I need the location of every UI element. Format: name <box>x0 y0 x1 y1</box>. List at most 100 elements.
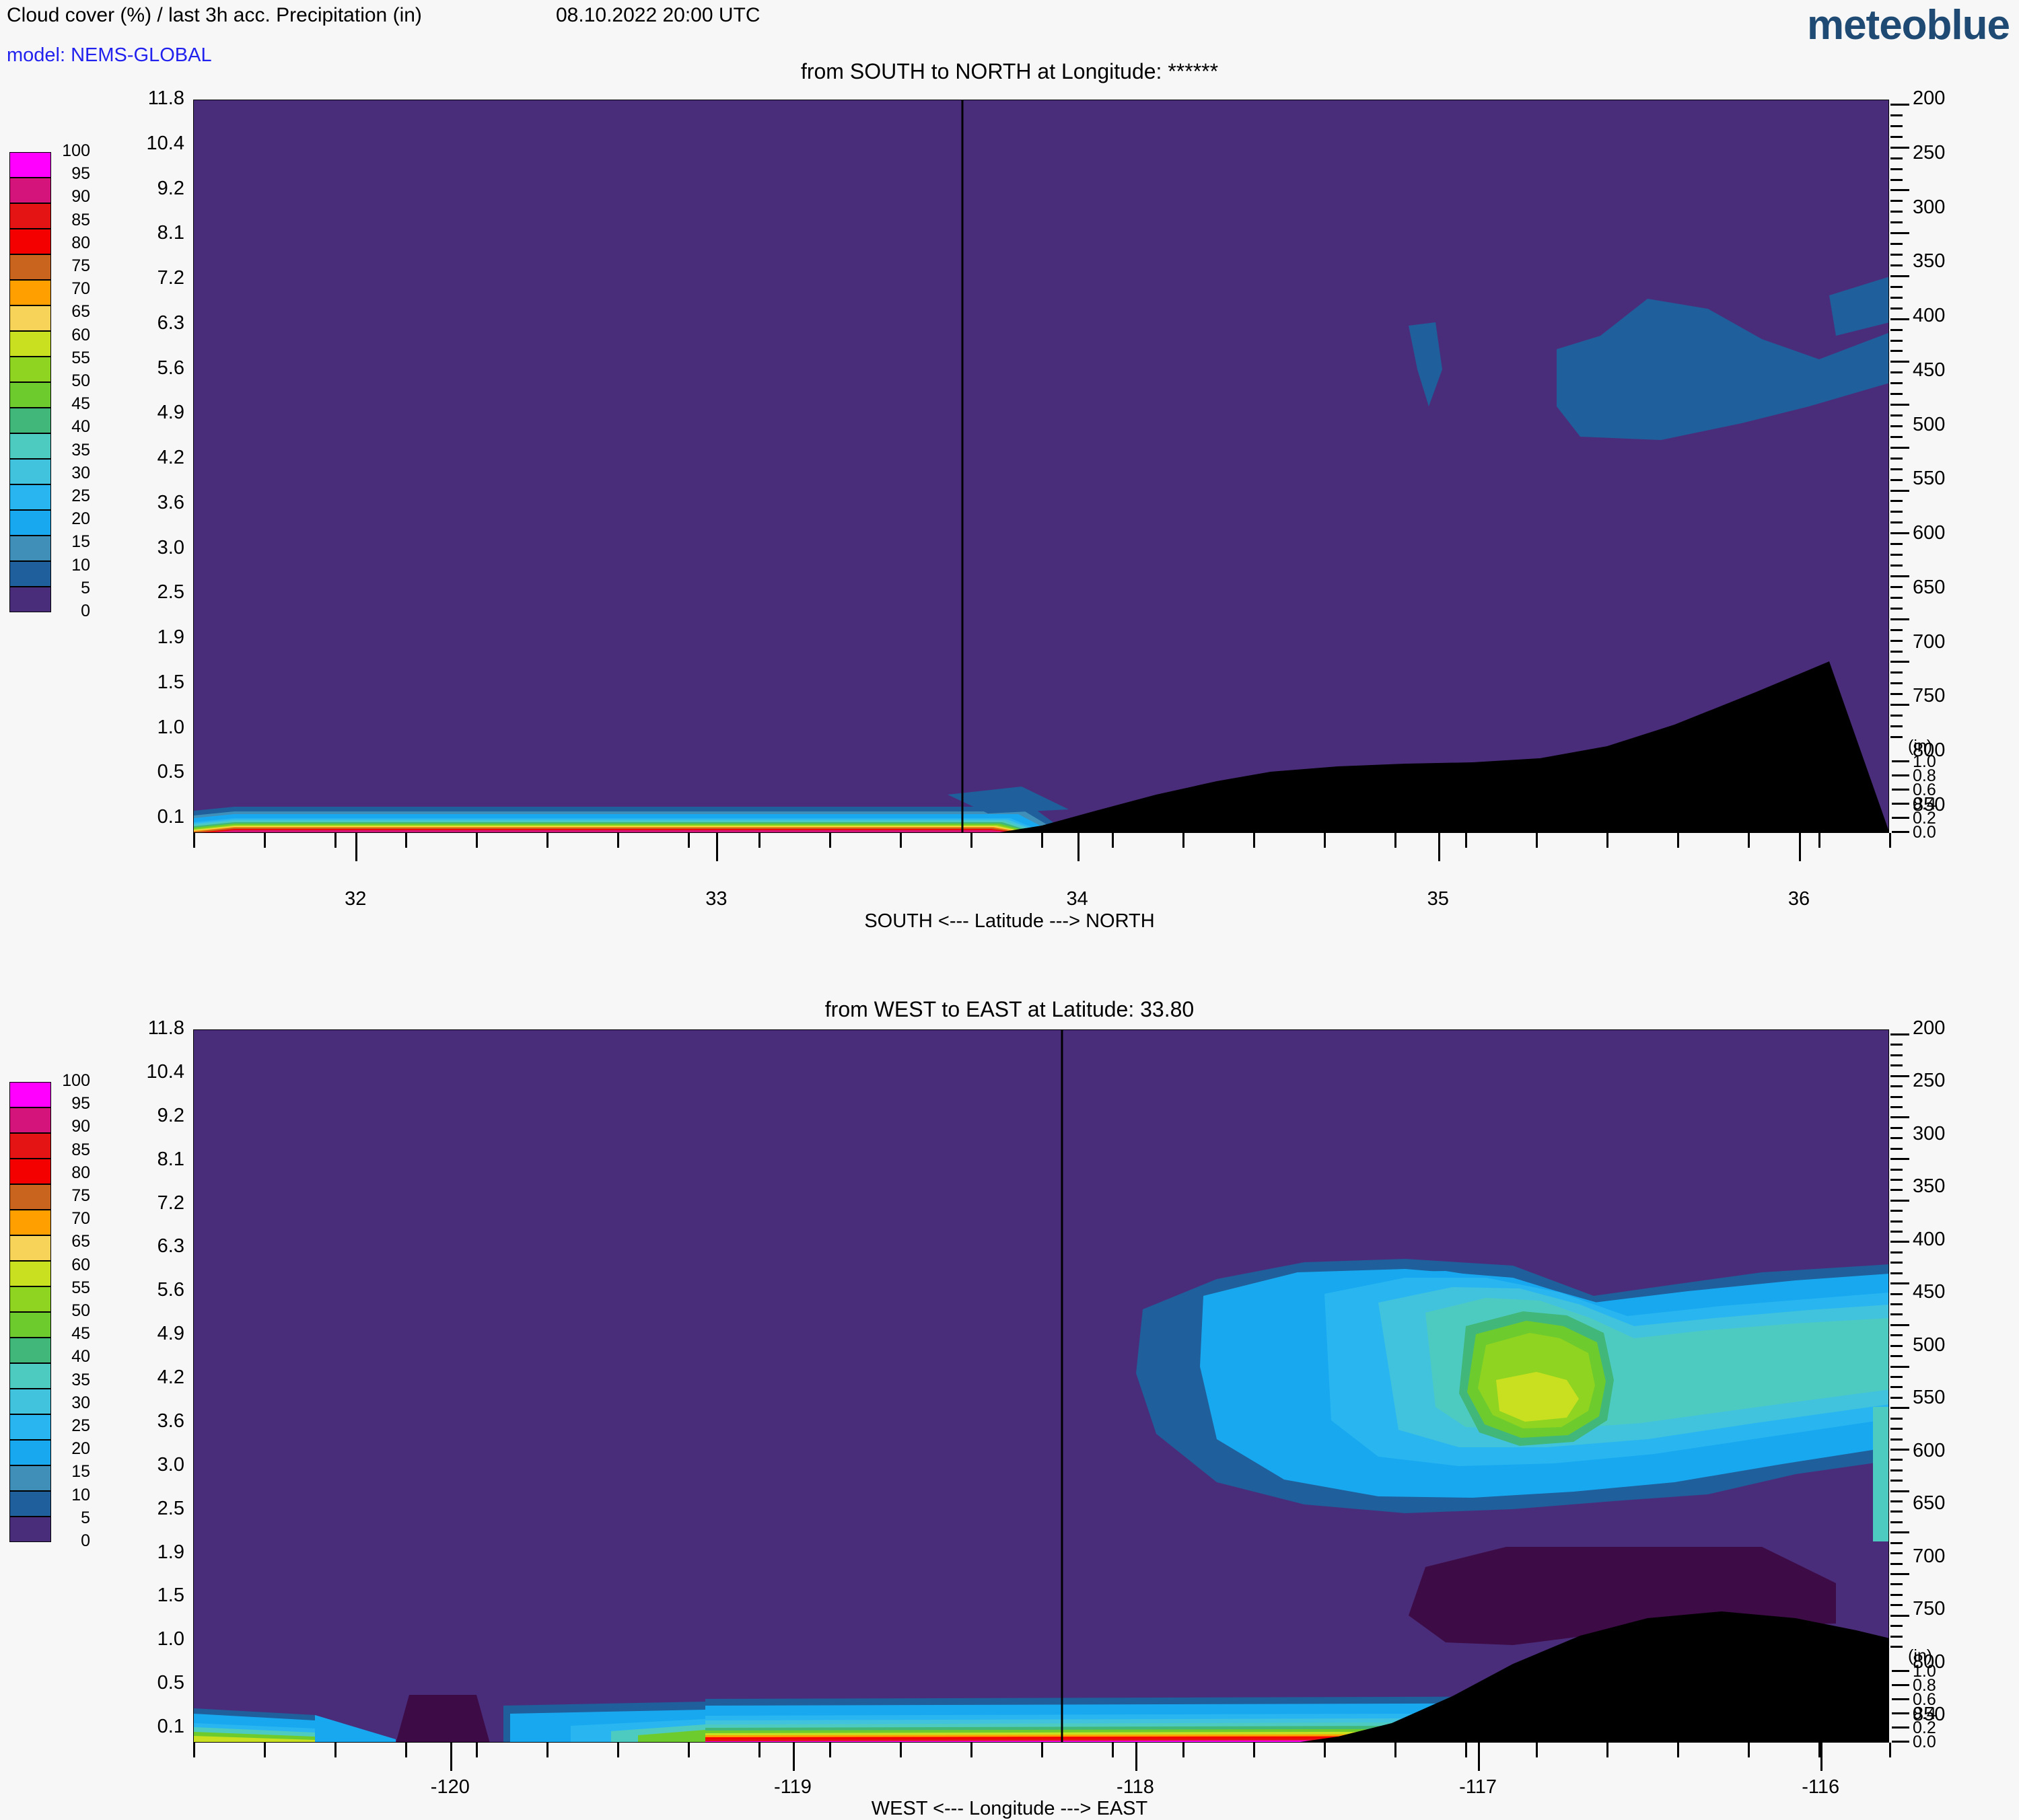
pressure-minor-tick <box>1890 371 1903 374</box>
meteoblue-logo: meteoblue <box>1806 2 2010 48</box>
x-tick-label: -119 <box>773 1776 812 1798</box>
x-tick-label: -120 <box>430 1776 470 1798</box>
colorbar-swatch <box>9 459 51 484</box>
pressure-minor-tick <box>1890 243 1903 246</box>
low-cloud-l6 <box>194 1736 315 1742</box>
pressure-minor-tick <box>1890 1126 1903 1129</box>
pressure-tick-label: 600 <box>1913 1439 1946 1461</box>
x-minor-tick <box>1253 1743 1255 1757</box>
colorbar-tick-label: 95 <box>71 1094 90 1114</box>
pressure-minor-tick <box>1890 1490 1909 1492</box>
pressure-minor-tick <box>1890 339 1903 342</box>
colorbar-swatch <box>9 229 51 254</box>
model-name: model: NEMS-GLOBAL <box>7 44 212 66</box>
pressure-minor-tick <box>1890 585 1903 588</box>
x-minor-tick <box>1041 833 1043 848</box>
altitude-tick-label: 8.1 <box>157 1148 184 1170</box>
pressure-minor-tick <box>1890 1075 1909 1077</box>
x-major-tick <box>1478 1743 1481 1771</box>
pressure-minor-tick <box>1890 296 1903 299</box>
pressure-minor-tick <box>1890 661 1909 663</box>
pressure-minor-tick <box>1890 1562 1903 1565</box>
pressure-minor-tick <box>1890 639 1903 642</box>
pressure-tick-label: 500 <box>1913 1334 1946 1356</box>
pressure-tick-label: 850 <box>1913 1704 1946 1725</box>
x-minor-tick <box>1182 1743 1184 1757</box>
colorbar-tick-label: 70 <box>71 1209 90 1229</box>
altitude-tick-label: 2.5 <box>157 581 184 604</box>
colorbar-swatch <box>9 357 51 382</box>
altitude-tick-label: 4.2 <box>157 1367 184 1388</box>
x-minor-tick <box>617 833 619 848</box>
x-major-tick <box>1438 833 1440 861</box>
pressure-minor-tick <box>1890 211 1903 213</box>
altitude-tick-label: 3.0 <box>157 1453 184 1476</box>
altitude-tick-label: 3.0 <box>157 536 184 558</box>
colorbar-tick-label: 50 <box>71 371 90 390</box>
x-minor-tick <box>970 1743 972 1757</box>
cross-section-plot-south-north[interactable] <box>193 100 1889 833</box>
colorbar-tick-label: 90 <box>71 187 90 207</box>
colorbar-tick-label: 45 <box>71 394 90 414</box>
precip-tick-mark <box>1892 1726 1909 1728</box>
colorbar-swatch <box>9 1082 51 1107</box>
x-tick-label: 36 <box>1787 888 1810 910</box>
pressure-tick-label: 300 <box>1913 196 1946 218</box>
x-minor-tick <box>476 833 478 848</box>
x-minor-tick <box>1324 833 1326 848</box>
pressure-minor-tick <box>1890 178 1903 181</box>
pressure-minor-tick <box>1890 1251 1903 1253</box>
pressure-minor-tick <box>1890 1625 1903 1628</box>
colorbar-swatch <box>9 1133 51 1159</box>
altitude-tick-label: 0.1 <box>157 1716 184 1737</box>
pressure-minor-tick <box>1890 114 1903 116</box>
altitude-tick-label: 1.9 <box>157 1541 184 1563</box>
pressure-minor-tick <box>1890 1428 1903 1430</box>
colorbar-swatch <box>9 1286 51 1312</box>
x-tick-label: 35 <box>1427 888 1449 910</box>
x-minor-tick <box>1465 833 1467 848</box>
pressure-minor-tick <box>1890 1095 1903 1098</box>
cross-section-plot-west-east[interactable] <box>193 1029 1889 1743</box>
x-major-tick <box>1077 833 1079 861</box>
colorbar-swatch <box>9 178 51 203</box>
pressure-minor-tick <box>1890 1220 1903 1223</box>
pressure-minor-tick <box>1890 124 1903 127</box>
pressure-minor-tick <box>1890 1303 1903 1306</box>
precip-tick-label: 0.6 <box>1913 780 1936 799</box>
colorbar-swatch <box>9 484 51 510</box>
x-minor-tick <box>1606 833 1608 848</box>
pressure-tick-label: 550 <box>1913 1387 1946 1409</box>
x-minor-tick <box>900 833 902 848</box>
altitude-tick-label: 1.9 <box>157 626 184 648</box>
pressure-minor-tick <box>1890 521 1903 524</box>
altitude-tick-label: 2.5 <box>157 1497 184 1519</box>
colorbar-swatch <box>9 1491 51 1517</box>
low-cloud-l7 <box>315 1715 396 1742</box>
x-minor-tick <box>758 833 760 848</box>
cloud-patch-small <box>1409 322 1442 406</box>
precip-tick-label: 0.4 <box>1913 795 1936 813</box>
pressure-minor-tick <box>1890 682 1903 685</box>
x-minor-tick <box>758 1743 760 1757</box>
colorbar-tick-label: 5 <box>81 1508 90 1527</box>
altitude-tick-label: 6.3 <box>157 1235 184 1258</box>
x-minor-tick <box>617 1743 619 1757</box>
x-axis-title-south-north: SOUTH <--- Latitude ---> NORTH <box>864 910 1155 932</box>
x-minor-tick <box>1465 1743 1467 1757</box>
colorbar-swatch <box>9 1159 51 1184</box>
cloud-ribbon-upper <box>1557 299 1888 440</box>
pressure-minor-tick <box>1890 704 1909 706</box>
x-minor-tick <box>1818 833 1820 848</box>
pressure-minor-tick <box>1890 671 1903 674</box>
pressure-minor-tick <box>1890 221 1903 224</box>
pressure-minor-tick <box>1890 1168 1903 1171</box>
pressure-minor-tick <box>1890 693 1903 696</box>
pressure-minor-tick <box>1890 350 1903 353</box>
altitude-tick-label: 4.2 <box>157 447 184 468</box>
x-minor-tick <box>334 833 336 848</box>
pressure-minor-tick <box>1890 1044 1903 1046</box>
x-minor-tick <box>546 1743 548 1757</box>
x-minor-tick <box>829 1743 831 1757</box>
colorbar-swatch <box>9 152 51 178</box>
